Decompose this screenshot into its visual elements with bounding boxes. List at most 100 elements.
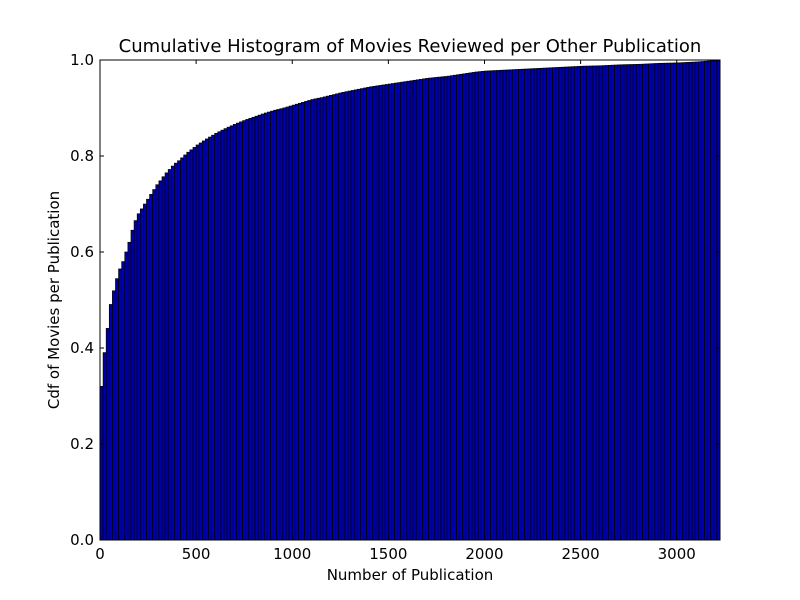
histogram-bar	[632, 64, 637, 541]
x-axis-ticks: 0 500 1000 1500 2000 2500 3000	[95, 60, 696, 563]
histogram-bar	[372, 85, 377, 541]
histogram-bar	[254, 115, 259, 541]
histogram-bar	[505, 69, 510, 541]
histogram-bar	[564, 66, 569, 541]
histogram-bar	[710, 60, 715, 541]
histogram-bar	[158, 180, 163, 541]
histogram-bar	[583, 65, 588, 541]
histogram-bar	[329, 95, 333, 541]
histogram-bar	[440, 76, 445, 541]
histogram-bar	[319, 97, 324, 541]
histogram-bar	[654, 63, 659, 541]
histogram-bar	[415, 79, 420, 541]
histogram-bar	[304, 101, 309, 541]
histogram-bar	[360, 88, 364, 541]
histogram-bar	[660, 62, 665, 541]
histogram-bar	[676, 62, 681, 541]
y-tick-label: 0.4	[70, 339, 94, 357]
histogram-bar	[502, 69, 507, 541]
histogram-bar	[316, 97, 321, 541]
histogram-bar	[102, 352, 107, 541]
histogram-bar	[713, 60, 718, 541]
histogram-bar	[623, 64, 628, 541]
histogram-bar	[536, 68, 541, 541]
histogram-bar	[139, 208, 144, 541]
histogram-bar	[161, 176, 166, 541]
histogram-bar	[688, 61, 693, 541]
histogram-bar	[434, 77, 439, 541]
histogram-bar	[127, 241, 132, 541]
histogram-bar	[356, 88, 361, 541]
histogram-bar	[263, 112, 268, 541]
x-tick-label: 3000	[658, 545, 696, 563]
histogram-bar	[515, 69, 519, 541]
histogram-bar	[353, 89, 358, 541]
histogram-bar	[542, 67, 547, 541]
histogram-bar	[412, 79, 417, 541]
histogram-bar	[149, 194, 154, 541]
histogram-bar	[335, 93, 340, 541]
histogram-bar	[108, 304, 113, 541]
histogram-bar	[635, 64, 640, 541]
histogram-bar	[397, 82, 402, 541]
histogram-bar	[620, 64, 625, 541]
histogram-bar	[363, 87, 367, 541]
histogram-bar	[449, 75, 454, 541]
histogram-bar	[121, 261, 126, 541]
histogram-bar	[555, 67, 560, 541]
histogram-bar	[409, 80, 414, 541]
histogram-bar	[539, 67, 544, 541]
histogram-bar	[136, 213, 141, 541]
histogram-bar	[530, 68, 535, 541]
histogram-bar	[167, 169, 172, 541]
histogram-bar	[403, 81, 408, 541]
x-tick-label: 0	[95, 545, 105, 563]
histogram-bar	[260, 113, 265, 541]
histogram-bar	[657, 62, 662, 541]
histogram-bar	[391, 83, 395, 541]
histogram-bar	[183, 154, 188, 541]
x-tick-label: 2000	[465, 545, 503, 563]
histogram-bar	[487, 70, 491, 541]
histogram-bar	[428, 77, 433, 541]
histogram-bar	[406, 80, 411, 541]
histogram-bar	[518, 68, 522, 541]
histogram-bar	[651, 63, 656, 541]
histogram-bar	[685, 62, 690, 541]
histogram-bar	[205, 138, 209, 541]
histogram-bar	[697, 61, 702, 541]
y-axis-ticks: 0.0 0.2 0.4 0.6 0.8 1.0	[70, 51, 720, 549]
histogram-bar	[666, 62, 671, 541]
histogram-bar	[220, 129, 225, 541]
histogram-bar	[704, 60, 708, 541]
histogram-bar	[143, 203, 147, 541]
x-axis-label: Number of Publication	[327, 566, 494, 584]
histogram-bar	[217, 131, 222, 541]
histogram-bar	[456, 74, 460, 541]
histogram-bar	[195, 144, 200, 541]
histogram-bar	[124, 251, 129, 541]
histogram-bar	[279, 108, 284, 541]
histogram-bar	[226, 126, 231, 541]
histogram-bar	[152, 189, 157, 541]
y-axis-label: Cdf of Movies per Publication	[45, 191, 63, 409]
histogram-bar	[558, 66, 563, 541]
histogram-bar	[164, 172, 169, 541]
histogram-bar	[431, 77, 436, 541]
histogram-bar	[208, 136, 212, 541]
histogram-bar	[177, 160, 181, 541]
histogram-bar	[626, 64, 631, 541]
histogram-bar	[443, 76, 448, 541]
histogram-bar	[285, 106, 290, 541]
histogram-bar	[490, 70, 495, 541]
histogram-bar	[332, 94, 336, 541]
histogram-bar	[577, 66, 581, 541]
histogram-bar	[459, 73, 464, 541]
histogram-bar	[589, 65, 594, 541]
histogram-bar	[180, 157, 185, 541]
histogram-bar	[310, 99, 315, 541]
x-tick-label: 500	[182, 545, 211, 563]
y-tick-label: 0.8	[70, 147, 94, 165]
histogram-bar	[524, 68, 529, 541]
